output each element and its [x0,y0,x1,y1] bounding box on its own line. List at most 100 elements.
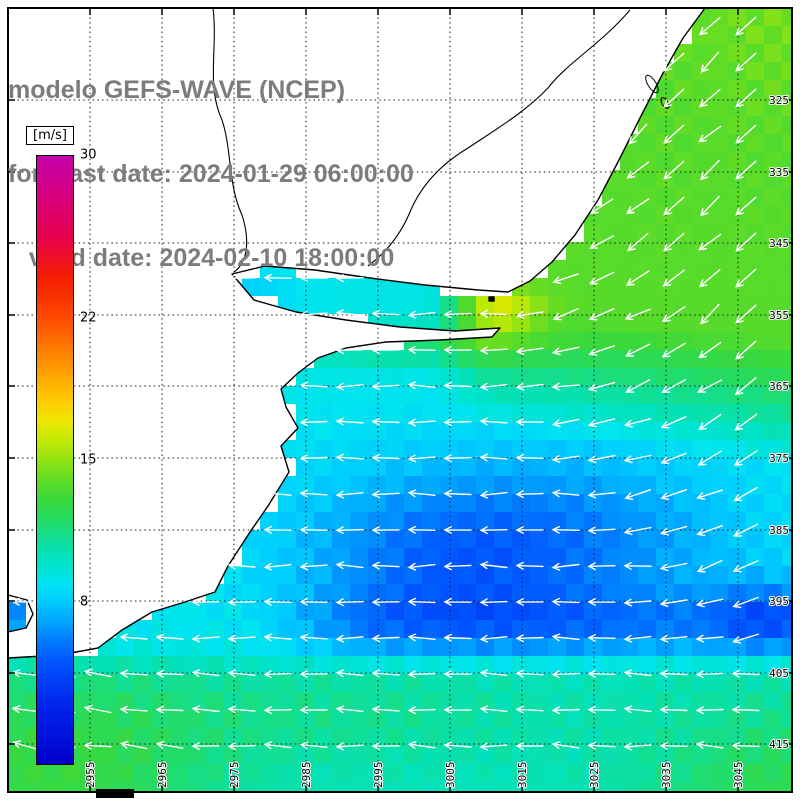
wind-arrow [191,705,220,714]
wind-arrow [587,562,616,571]
wind-arrow [731,669,760,678]
wind-arrow [479,309,508,318]
wind-arrow [698,88,721,108]
wind-arrow [659,599,688,607]
wind-arrow [83,741,112,750]
wind-arrow [552,273,579,284]
lon-label: 3045 [732,762,745,789]
wind-arrow [695,741,724,749]
model-title: modelo GEFS-WAVE (NCEP) [8,76,346,104]
wind-arrow [335,453,364,462]
wind-arrow [191,669,220,678]
wind-arrow [407,741,436,749]
wind-arrow [227,634,256,643]
wind-arrow [191,634,220,643]
lat-label: 325 [769,94,789,107]
wind-arrow [299,273,328,282]
wind-arrow [443,562,472,571]
wind-arrow [587,741,616,750]
longitude-labels: 2955 2965 2975 2985 2995 3005 3015 3025 3035 3045 [83,761,746,790]
wind-arrow [155,669,184,678]
wind-arrow [443,454,472,463]
wind-arrow [663,88,685,108]
wind-arrow [551,597,580,606]
wind-arrow [83,704,112,714]
wind-arrow [443,489,472,498]
lon-label: 2955 [84,762,97,789]
wind-arrow [479,561,508,570]
coastal-lagoon-outline [660,97,670,109]
wind-arrow [407,597,436,606]
wind-arrow [623,742,652,751]
wind-arrow [407,706,436,715]
wind-arrow [697,450,722,466]
wind-arrow [698,233,722,251]
wind-arrow [335,669,364,678]
wind-arrow [698,413,722,431]
wind-arrow [407,381,436,390]
wind-arrow [663,196,685,216]
wind-arrow [551,382,580,391]
wind-arrow [155,740,184,749]
wind-arrow [515,382,544,391]
colorbar-tick: 30 [80,147,97,163]
wind-arrow [227,274,256,283]
wind-arrow [479,742,508,751]
wind-arrow [371,561,400,570]
wind-arrow [625,343,651,357]
wind-arrow [335,705,364,714]
wind-arrow [659,741,688,750]
wind-arrow [659,562,688,572]
wind-arrow [515,526,544,534]
wind-arrow [263,562,292,571]
wind-arrow [623,561,652,570]
wind-arrow [443,741,472,750]
wind-arrow [551,346,580,356]
wind-arrow [443,670,472,678]
lon-label: 3025 [588,762,601,789]
wind-arrow [660,452,687,465]
wind-arrow [735,124,757,144]
wind-arrow [734,413,758,431]
wind-arrow [515,561,544,570]
wind-arrow [515,705,544,714]
wind-arrow [263,633,292,642]
wind-arrow [700,303,720,325]
wind-arrow [407,454,436,463]
wind-arrow [587,705,616,714]
wind-arrow [443,706,472,714]
wind-arrow [119,669,148,678]
wind-arrow [659,669,688,678]
wind-arrow [371,453,400,462]
wind-arrow [371,526,400,535]
wind-arrow [733,486,758,502]
wind-arrow [659,705,688,714]
wind-arrow [371,598,400,607]
wind-arrow [335,561,364,570]
wind-arrow [119,705,148,714]
wind-arrow [659,634,688,643]
wind-arrow [299,633,328,642]
wind-arrow [696,525,723,537]
country-border-line [367,9,631,267]
coastline-layer [7,7,706,659]
wind-arrow [371,309,400,318]
wind-arrow [732,560,759,573]
wind-arrow [515,418,544,426]
colorbar-tick: 22 [80,310,97,326]
wind-arrow [588,308,615,321]
wind-arrow [589,235,615,249]
wind-arrow [698,341,722,359]
wind-arrow [589,198,614,214]
wind-arrow [263,489,292,498]
wind-arrow [407,525,436,534]
wind-arrow [407,562,436,571]
wind-arrow [660,489,687,500]
wind-arrow [627,232,649,252]
wind-arrow [515,598,544,606]
wind-arrow [623,669,652,678]
lon-label: 3005 [444,762,457,789]
lat-label: 375 [769,452,789,465]
wind-arrow [624,308,651,321]
